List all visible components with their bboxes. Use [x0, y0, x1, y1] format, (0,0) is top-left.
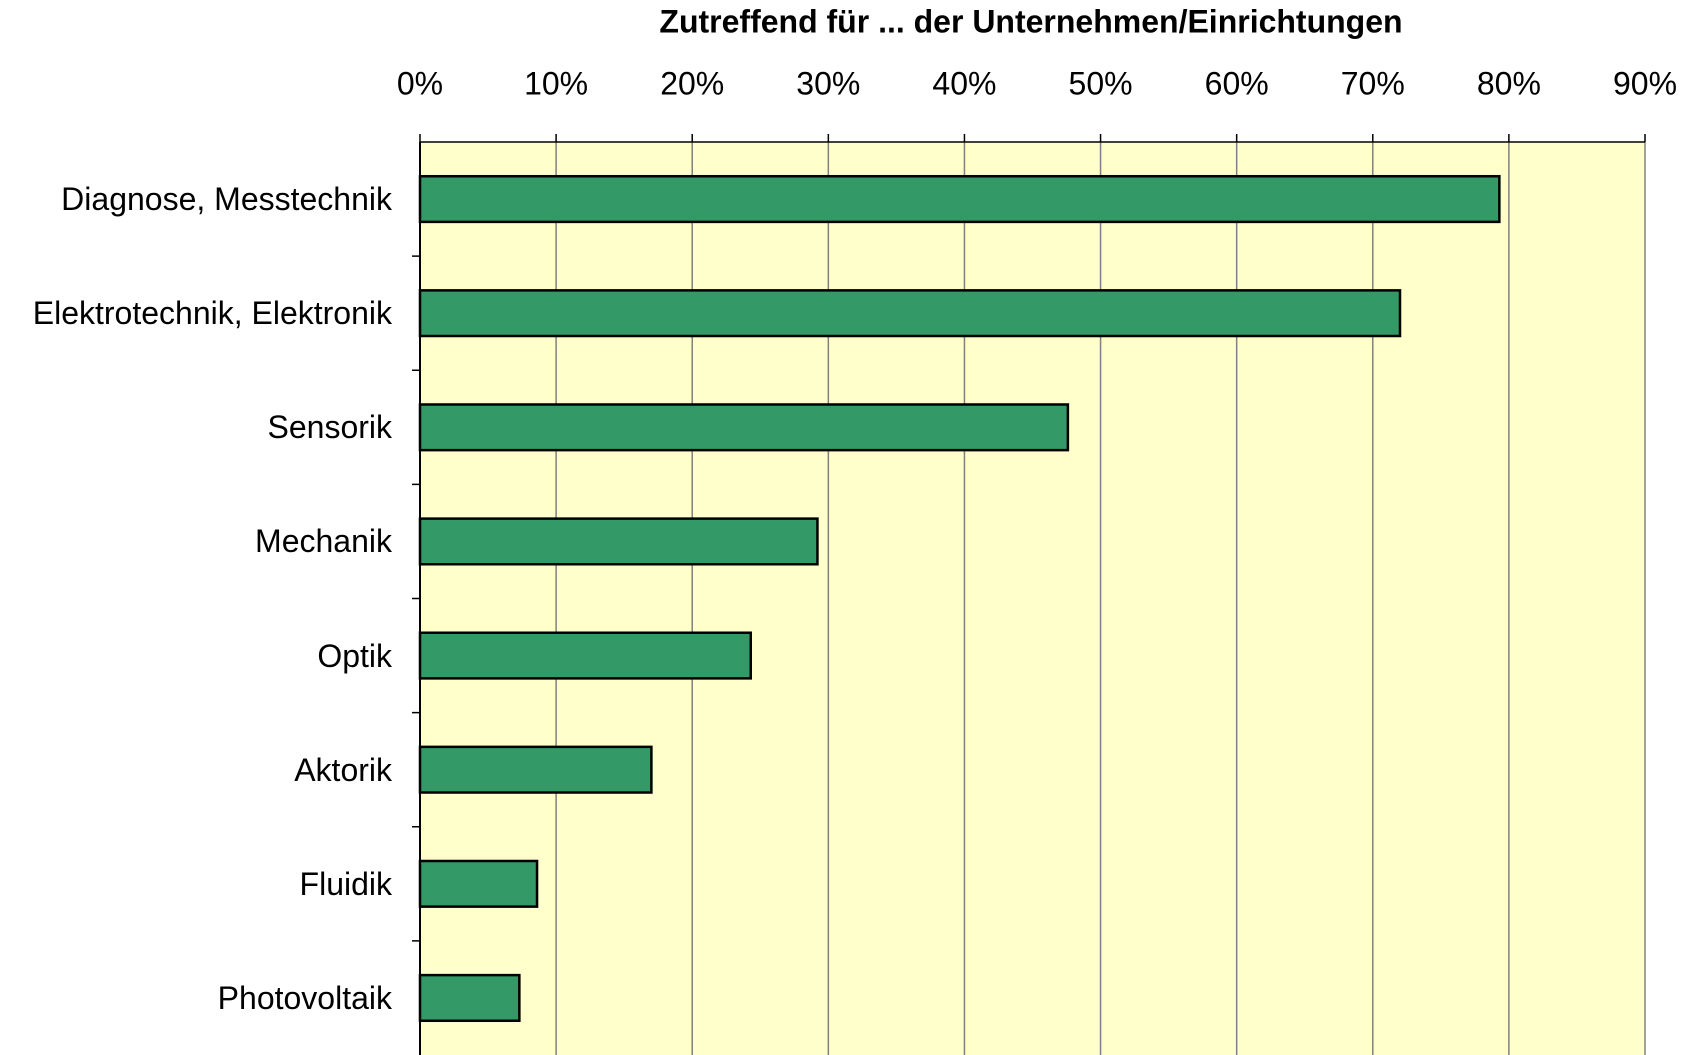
y-tick-label-box: Fluidik [300, 862, 392, 906]
x-tick-label: 70% [1341, 65, 1405, 101]
y-tick-label-box: Elektrotechnik, Elektronik [33, 291, 392, 335]
x-tick-label: 10% [524, 65, 588, 101]
y-tick-label-box: Diagnose, Messtechnik [61, 177, 392, 221]
y-tick-label: Diagnose, Messtechnik [61, 181, 392, 218]
x-tick-label: 0% [397, 65, 443, 101]
x-tick-label: 50% [1069, 65, 1133, 101]
bar [418, 745, 653, 794]
y-tick-label: Sensorik [267, 409, 393, 446]
bar [418, 403, 1070, 452]
y-tick-label-box: Aktorik [294, 748, 392, 792]
bar [418, 859, 539, 908]
y-tick-label: Aktorik [294, 751, 392, 788]
plot-area [420, 142, 1645, 1055]
y-tick-label-box: Sensorik [268, 405, 393, 449]
bar [418, 973, 521, 1023]
y-tick-label: Mechanik [255, 523, 392, 560]
y-tick-label: Fluidik [299, 865, 392, 902]
y-tick-label-box: Optik [317, 634, 392, 678]
y-tick-label-box: Photovoltaik [218, 976, 392, 1020]
x-tick-label: 60% [1205, 65, 1269, 101]
y-tick-label: Optik [317, 637, 392, 674]
bar [418, 174, 1501, 224]
x-tick-label: 40% [932, 65, 996, 101]
x-tick-label: 20% [660, 65, 724, 101]
chart-title: Zutreffend für ... der Unternehmen/Einri… [659, 3, 1402, 39]
y-tick-label: Elektrotechnik, Elektronik [32, 295, 392, 332]
x-tick-label: 90% [1613, 65, 1677, 101]
y-tick-label-box: Mechanik [255, 519, 392, 563]
x-tick-label: 80% [1477, 65, 1541, 101]
bar [418, 289, 1402, 338]
y-tick-label: Photovoltaik [217, 979, 392, 1016]
bar [418, 631, 752, 680]
x-tick-label: 30% [796, 65, 860, 101]
bar [418, 517, 819, 566]
